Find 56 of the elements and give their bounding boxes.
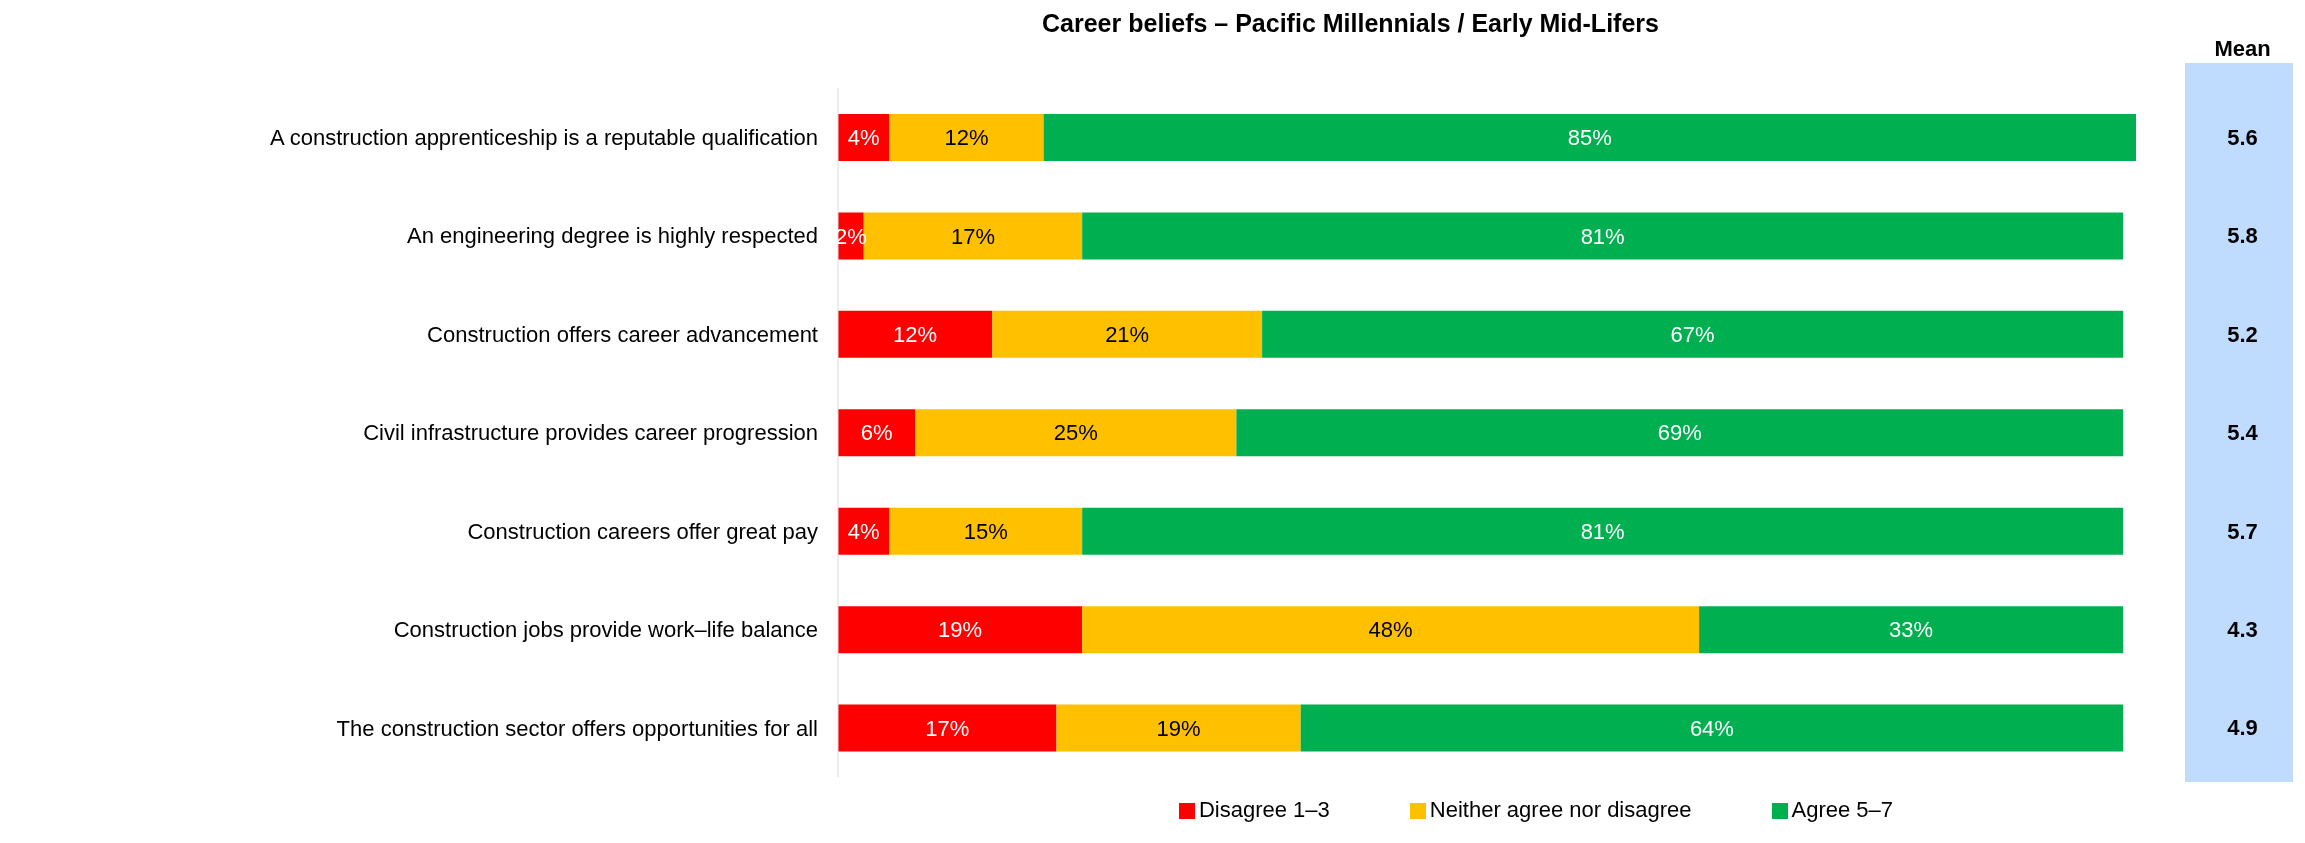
y-tick-label: Civil infrastructure provides career progression bbox=[363, 420, 818, 446]
legend-label: Agree 5–7 bbox=[1791, 797, 1894, 822]
data-label: 69% bbox=[1657, 420, 1702, 446]
y-tick-label: Construction careers offer great pay bbox=[467, 518, 818, 544]
bar bbox=[1699, 606, 2124, 654]
chart-title: Career beliefs – Pacific Millennials / Early Mid-Lifers bbox=[1042, 9, 1659, 37]
data-label: 12% bbox=[944, 125, 989, 151]
y-tick-label: Construction offers career advancement bbox=[427, 321, 818, 347]
text: 5.8 bbox=[2227, 223, 2258, 249]
bar bbox=[1300, 704, 2124, 752]
data-label: 48% bbox=[1368, 617, 1413, 643]
legend-label: Disagree 1–3 bbox=[1198, 797, 1330, 822]
data-label: 4% bbox=[847, 518, 880, 544]
bar bbox=[1236, 409, 2124, 457]
data-label: 19% bbox=[938, 617, 983, 643]
data-label: 15% bbox=[963, 518, 1008, 544]
text: 5.4 bbox=[2227, 420, 2259, 446]
data-label: 12% bbox=[893, 322, 938, 348]
legend-label: Neither agree nor disagree bbox=[1429, 797, 1692, 822]
bar bbox=[838, 310, 993, 358]
bar bbox=[915, 409, 1237, 457]
text: 5.6 bbox=[2227, 124, 2258, 150]
bar bbox=[838, 606, 1083, 654]
data-label: 64% bbox=[1689, 715, 1734, 741]
data-label: 67% bbox=[1670, 322, 1715, 348]
bar bbox=[889, 507, 1083, 555]
y-tick-label: Construction jobs provide work–life balance bbox=[393, 617, 818, 643]
data-label: 17% bbox=[925, 715, 970, 741]
text: 4.9 bbox=[2227, 715, 2258, 741]
bar bbox=[1262, 310, 2124, 358]
data-label: 6% bbox=[860, 420, 893, 446]
bar bbox=[889, 114, 1044, 161]
bar bbox=[838, 704, 1057, 752]
bar bbox=[1082, 606, 1700, 654]
bar bbox=[1043, 114, 2136, 161]
bar bbox=[1082, 212, 2124, 260]
y-tick-label: The construction sector offers opportunities for all bbox=[336, 715, 818, 741]
text: 5.2 bbox=[2227, 321, 2258, 347]
data-label: 19% bbox=[1156, 715, 1201, 741]
data-label: 81% bbox=[1580, 518, 1625, 544]
y-tick-label: An engineering degree is highly respected bbox=[407, 223, 818, 249]
text: 4.3 bbox=[2227, 617, 2258, 643]
bar bbox=[1056, 704, 1301, 752]
bar bbox=[838, 409, 916, 457]
data-label: 4% bbox=[847, 125, 880, 151]
text: Mean bbox=[2214, 36, 2271, 61]
data-label: 21% bbox=[1105, 322, 1150, 348]
data-label: 33% bbox=[1889, 617, 1934, 643]
bar bbox=[992, 310, 1263, 358]
bar bbox=[1082, 507, 2124, 555]
text: 5.7 bbox=[2227, 518, 2258, 544]
data-label: 85% bbox=[1567, 125, 1612, 151]
data-label: 81% bbox=[1580, 223, 1625, 249]
data-label: 25% bbox=[1053, 420, 1098, 446]
data-label: 17% bbox=[950, 223, 995, 249]
y-tick-label: A construction apprenticeship is a reputable qualification bbox=[270, 125, 818, 151]
